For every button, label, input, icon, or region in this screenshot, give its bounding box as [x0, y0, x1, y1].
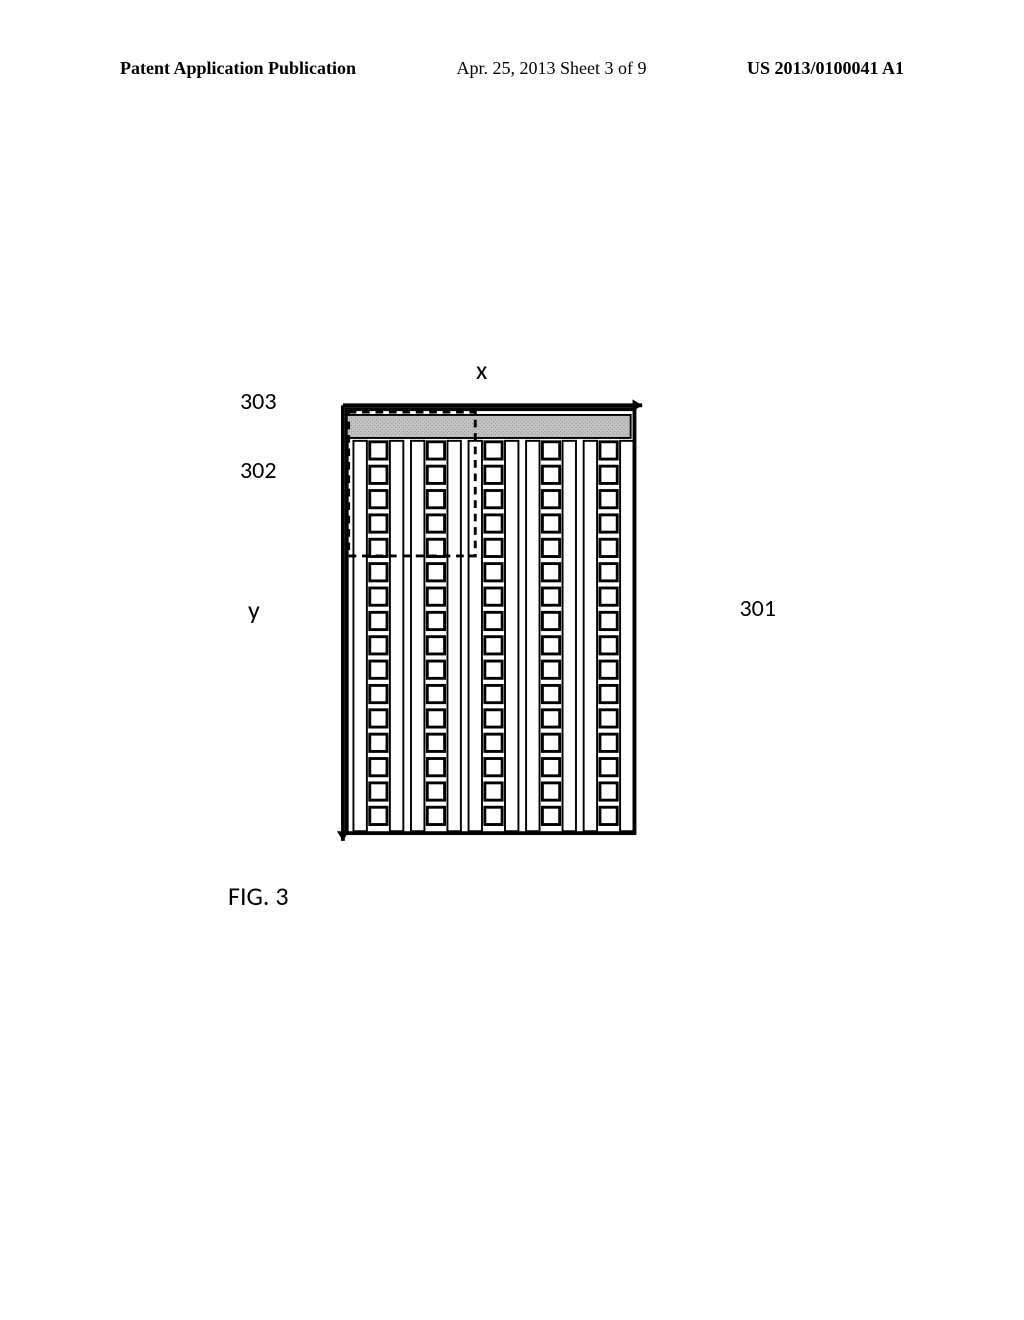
ref-301: 301 [740, 594, 777, 623]
figure-svg [320, 390, 690, 860]
figure-caption: FIG. 3 [228, 880, 289, 912]
page-header: Patent Application Publication Apr. 25, … [0, 58, 1024, 79]
header-center: Apr. 25, 2013 Sheet 3 of 9 [457, 58, 647, 79]
ref-303: 303 [240, 387, 277, 416]
y-axis-label: y [248, 594, 260, 626]
x-axis-label: x [476, 354, 487, 386]
header-right: US 2013/0100041 A1 [747, 58, 904, 79]
figure-3: x y 303 302 301 [320, 390, 690, 850]
header-left: Patent Application Publication [120, 58, 356, 79]
ref-302: 302 [240, 456, 277, 485]
